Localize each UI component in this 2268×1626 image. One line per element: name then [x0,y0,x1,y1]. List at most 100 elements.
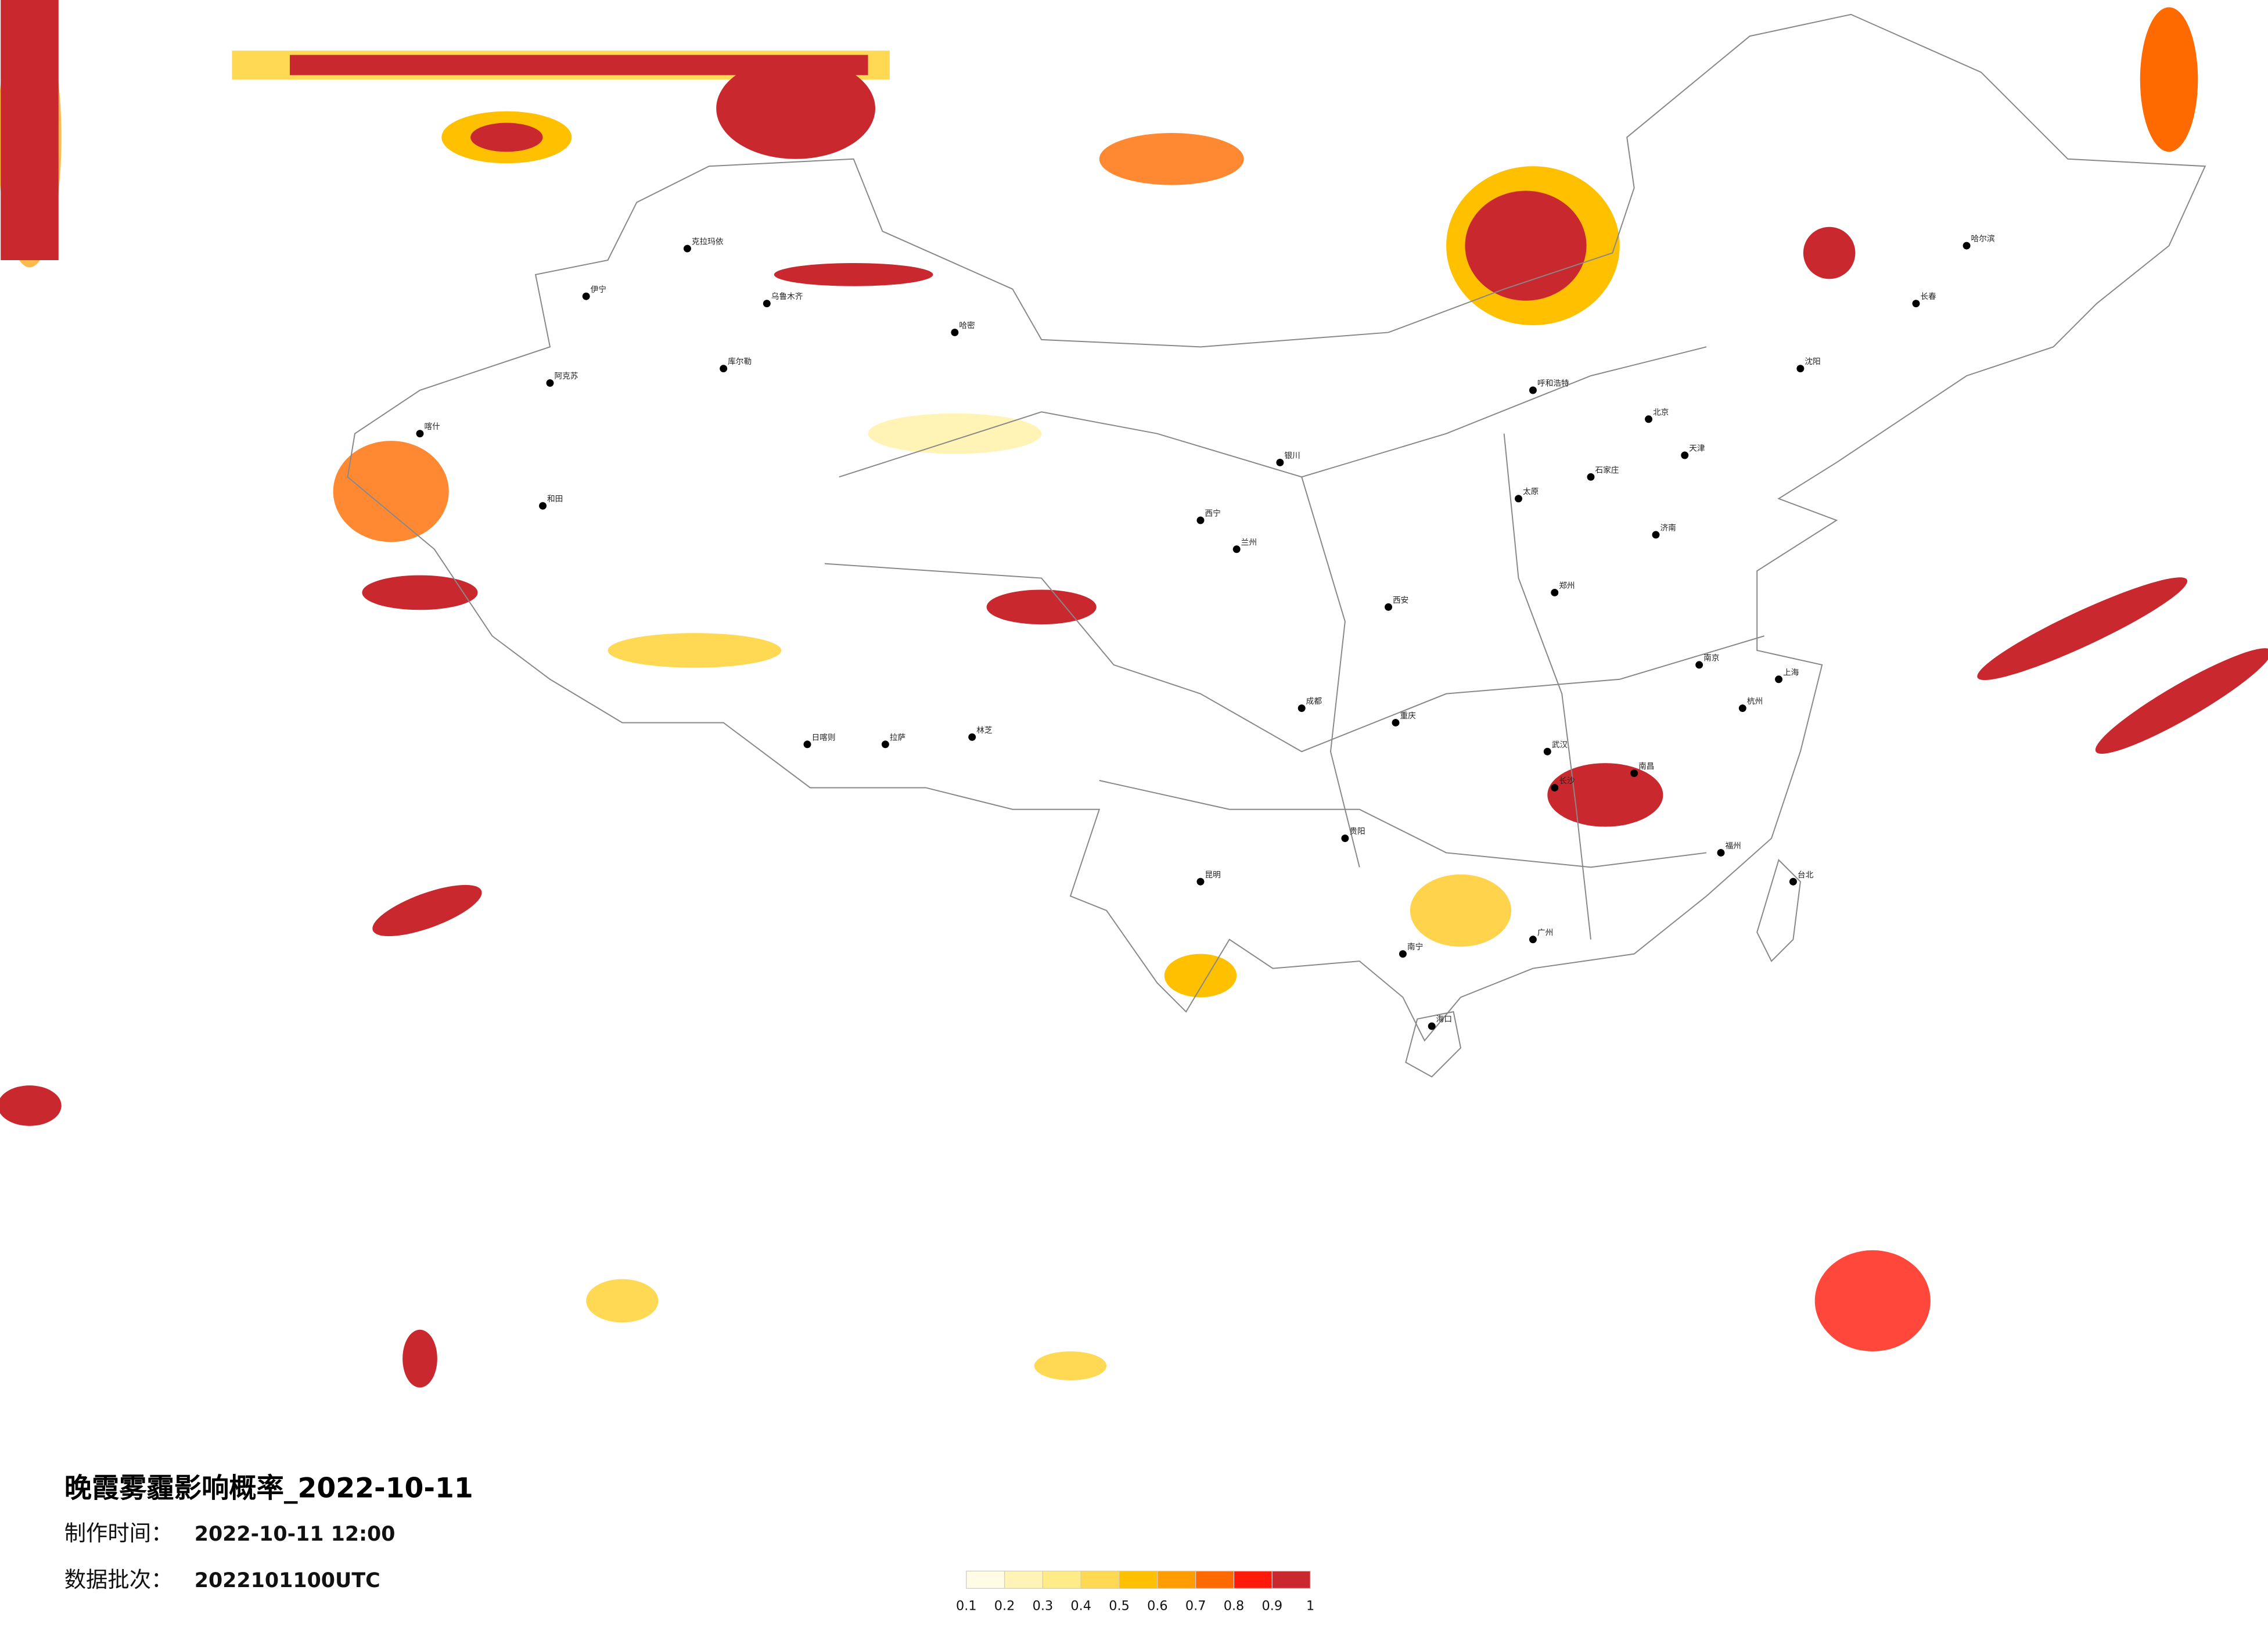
city-label: 克拉玛依 [692,238,724,247]
haze-area [716,57,875,159]
city-dot [1551,783,1559,792]
country-border [347,13,2206,1042]
city-dot [1738,704,1746,713]
city-dot [1392,718,1400,726]
legend-tick-label: 0.1 [956,1599,977,1614]
city-label: 西宁 [1205,509,1220,519]
haze-area [2095,648,2268,754]
legend-tick-label: 0.2 [994,1599,1015,1614]
city-label: 哈尔滨 [1971,235,1995,244]
haze-area [2140,7,2198,152]
city-label: 长沙 [1559,776,1575,786]
haze-area [774,262,933,286]
city-dot [1276,458,1284,466]
city-label: 福州 [1725,841,1741,851]
city-label: 石家庄 [1595,465,1619,475]
legend-swatch [1195,1570,1235,1589]
city-dot [720,365,728,373]
city-label: 武汉 [1552,740,1568,750]
city-label: 太原 [1523,487,1539,497]
city-dot [1645,415,1653,423]
city-dot [1341,834,1349,843]
city-dot [1385,603,1393,611]
city-label: 呼和浩特 [1537,379,1569,388]
haze-area [362,575,478,610]
city-dot [1529,936,1537,944]
city-dot [1399,950,1407,958]
city-label: 哈密 [959,321,975,330]
haze-area [608,633,782,668]
city-label: 伊宁 [591,285,606,294]
city-label: 长春 [1920,292,1936,301]
legend-tick-label: 0.8 [1224,1599,1245,1614]
province-border [1301,477,1360,868]
city-dot [683,244,691,253]
haze-area [372,884,482,937]
city-dot [1796,365,1805,373]
legend-tick-label: 0.4 [1070,1599,1091,1614]
city-label: 成都 [1306,697,1322,706]
city-dot [968,733,976,741]
haze-area [868,413,1042,454]
city-dot [1529,386,1537,394]
city-dot [1551,588,1559,596]
city-dot [1775,675,1783,684]
city-dot [1297,704,1306,713]
haze-area [1034,1351,1107,1380]
city-dot [1428,1022,1436,1030]
legend-swatch [1080,1570,1120,1589]
province-border [1503,433,1591,940]
city-dot [1196,877,1205,886]
city-dot [1695,661,1703,669]
haze-area [586,1279,659,1323]
city-dot [1232,545,1241,553]
legend-swatch [1042,1570,1081,1589]
borders [347,13,2206,1078]
city-label: 海口 [1436,1015,1452,1024]
haze-area [1977,577,2188,681]
city-dot [1543,747,1551,756]
city-dot [1196,516,1205,524]
city-dot [803,740,811,749]
legend-swatch [1119,1570,1158,1589]
city-dot [1681,451,1689,459]
haze-area [986,589,1097,625]
city-dot [582,292,590,300]
city-label: 南京 [1703,653,1719,663]
data-batch-label: 数据批次： [64,1567,173,1592]
haze-area [1,0,59,260]
city-label: 喀什 [424,422,440,431]
city-label: 郑州 [1559,581,1575,591]
haze-area [1410,874,1512,947]
city-label: 昆明 [1205,870,1220,880]
legend-swatch [1233,1570,1273,1589]
legend-tick-label: 0.7 [1185,1599,1206,1614]
haze-area [1465,190,1587,301]
city-label: 北京 [1653,408,1669,417]
haze-area [1164,954,1237,998]
city-dot [1515,495,1523,503]
city-label: 上海 [1783,668,1799,677]
city-dot [1630,769,1638,778]
city-dot [1717,848,1725,857]
city-label: 西安 [1393,596,1408,605]
city-label: 重庆 [1400,711,1416,721]
haze-area [470,123,543,152]
city-label: 台北 [1798,870,1814,880]
city-label: 杭州 [1747,697,1763,706]
city-label: 贵阳 [1349,827,1365,836]
city-dot [1652,531,1660,539]
legend-swatch [1271,1570,1311,1589]
city-dot [881,740,889,749]
city-dot [539,502,547,510]
city-label: 库尔勒 [728,357,752,366]
city-dot [416,430,424,438]
legend-swatch [1157,1570,1196,1589]
map-title: 晚霞雾霾影响概率_2022-10-11 [64,1472,473,1504]
haze-area [1814,1250,1931,1352]
legend-swatch [966,1570,1005,1589]
